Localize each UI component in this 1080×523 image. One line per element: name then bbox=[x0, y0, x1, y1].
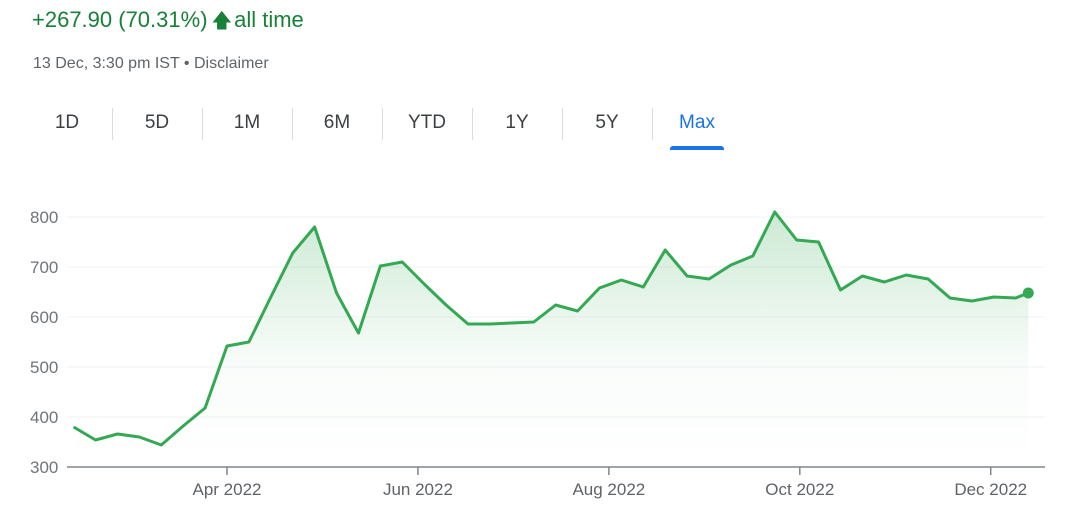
change-value: +267.90 (70.31%) bbox=[32, 7, 208, 32]
tab-6m[interactable]: 6M bbox=[292, 104, 382, 146]
x-tick-label: Jun 2022 bbox=[383, 480, 453, 499]
timestamp: 13 Dec, 3:30 pm IST bbox=[33, 55, 180, 72]
tab-1m[interactable]: 1M bbox=[202, 104, 292, 146]
price-change: +267.90 (70.31%) 🡅all time bbox=[32, 6, 304, 40]
separator: • bbox=[183, 55, 190, 72]
tab-5y[interactable]: 5Y bbox=[562, 104, 652, 146]
tab-max[interactable]: Max bbox=[652, 104, 742, 150]
tab-5d[interactable]: 5D bbox=[112, 104, 202, 146]
y-tick-label: 600 bbox=[30, 308, 58, 327]
x-tick-label: Aug 2022 bbox=[572, 480, 645, 499]
area-fill bbox=[73, 212, 1029, 467]
arrow-up-icon: 🡅 bbox=[211, 10, 233, 32]
y-tick-label: 700 bbox=[30, 258, 58, 277]
y-tick-label: 800 bbox=[30, 208, 58, 227]
tab-1y[interactable]: 1Y bbox=[472, 104, 562, 146]
disclaimer-link[interactable]: Disclaimer bbox=[193, 55, 269, 72]
x-tick-label: Apr 2022 bbox=[193, 480, 262, 499]
y-tick-label: 300 bbox=[30, 458, 58, 477]
x-tick-label: Dec 2022 bbox=[954, 480, 1027, 499]
x-tick-label: Oct 2022 bbox=[765, 480, 834, 499]
y-tick-label: 500 bbox=[30, 358, 58, 377]
timestamp-line: 13 Dec, 3:30 pm IST • Disclaimer bbox=[33, 55, 269, 73]
price-line bbox=[72, 210, 1029, 447]
change-period: all time bbox=[234, 7, 304, 32]
range-tabs: 1D 5D 1M 6M YTD 1Y 5Y Max bbox=[22, 104, 742, 150]
current-price-dot bbox=[1022, 287, 1034, 299]
y-tick-label: 400 bbox=[30, 408, 58, 427]
tab-1d[interactable]: 1D bbox=[54, 112, 80, 133]
tab-ytd[interactable]: YTD bbox=[382, 104, 472, 146]
